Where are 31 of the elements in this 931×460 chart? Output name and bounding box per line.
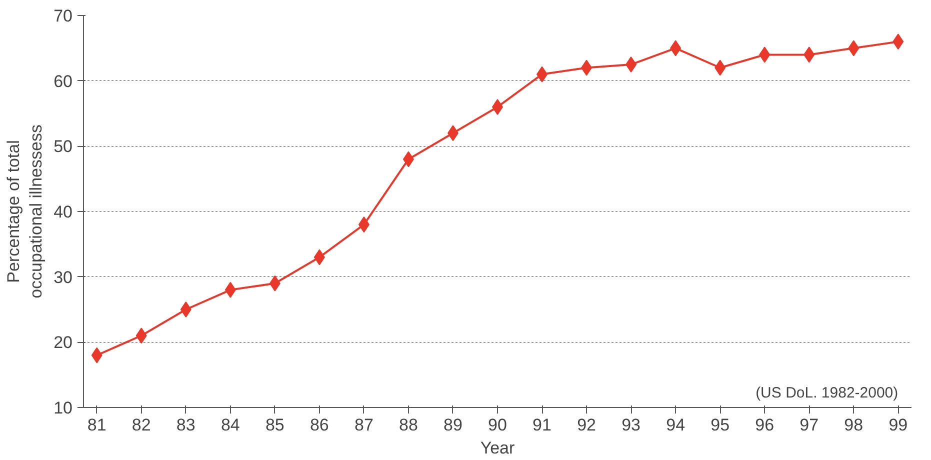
- y-tick-label: 70: [54, 6, 73, 26]
- x-tick-label: 82: [132, 416, 151, 434]
- x-tick-label: 95: [710, 416, 730, 434]
- x-tick-label: 86: [310, 416, 329, 434]
- x-tick-label: 96: [755, 416, 774, 434]
- x-axis-title: Year: [480, 438, 516, 458]
- point: [626, 56, 637, 72]
- x-tick-label: 93: [622, 416, 641, 434]
- y-tick-label: 30: [54, 268, 73, 287]
- x-tick-label: 90: [488, 416, 507, 434]
- y-tick-label: 50: [54, 137, 73, 156]
- x-tick-label: 83: [176, 416, 196, 434]
- point: [180, 302, 192, 318]
- annotation: (US DoL. 1982-2000): [756, 384, 898, 402]
- x-tick-label: 87: [354, 416, 374, 434]
- x-tick-label: 81: [87, 416, 106, 434]
- y-tick-label: 20: [54, 333, 73, 352]
- x-tick-label: 92: [577, 416, 596, 434]
- x-tick-label: 84: [220, 416, 240, 434]
- x-tick-label: 94: [666, 416, 686, 434]
- x-tick-label: 89: [444, 416, 462, 434]
- y-tick-label: 60: [54, 72, 73, 91]
- x-tick-label: 97: [800, 416, 819, 434]
- y-tick-label: 10: [54, 398, 73, 418]
- y-axis-title: Percentage of total occupational illnessess: [4, 124, 46, 298]
- y-tick-label: 40: [54, 202, 73, 222]
- x-tick-label: 99: [888, 416, 908, 434]
- x-tick-label: 91: [532, 416, 552, 434]
- x-tick-label: 88: [399, 416, 418, 434]
- x-tick-label: 85: [265, 416, 284, 434]
- x-tick-label: 98: [844, 416, 864, 434]
